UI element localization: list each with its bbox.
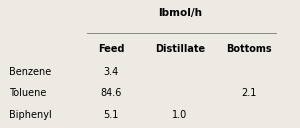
Text: lbmol/h: lbmol/h — [158, 8, 202, 18]
Text: Distillate: Distillate — [155, 44, 205, 54]
Text: 3.4: 3.4 — [103, 67, 118, 77]
Text: Toluene: Toluene — [9, 88, 46, 98]
Text: 84.6: 84.6 — [100, 88, 122, 98]
Text: Bottoms: Bottoms — [226, 44, 272, 54]
Text: Feed: Feed — [98, 44, 124, 54]
Text: 2.1: 2.1 — [241, 88, 257, 98]
Text: Biphenyl: Biphenyl — [9, 110, 52, 120]
Text: 1.0: 1.0 — [172, 110, 188, 120]
Text: Benzene: Benzene — [9, 67, 51, 77]
Text: 5.1: 5.1 — [103, 110, 119, 120]
